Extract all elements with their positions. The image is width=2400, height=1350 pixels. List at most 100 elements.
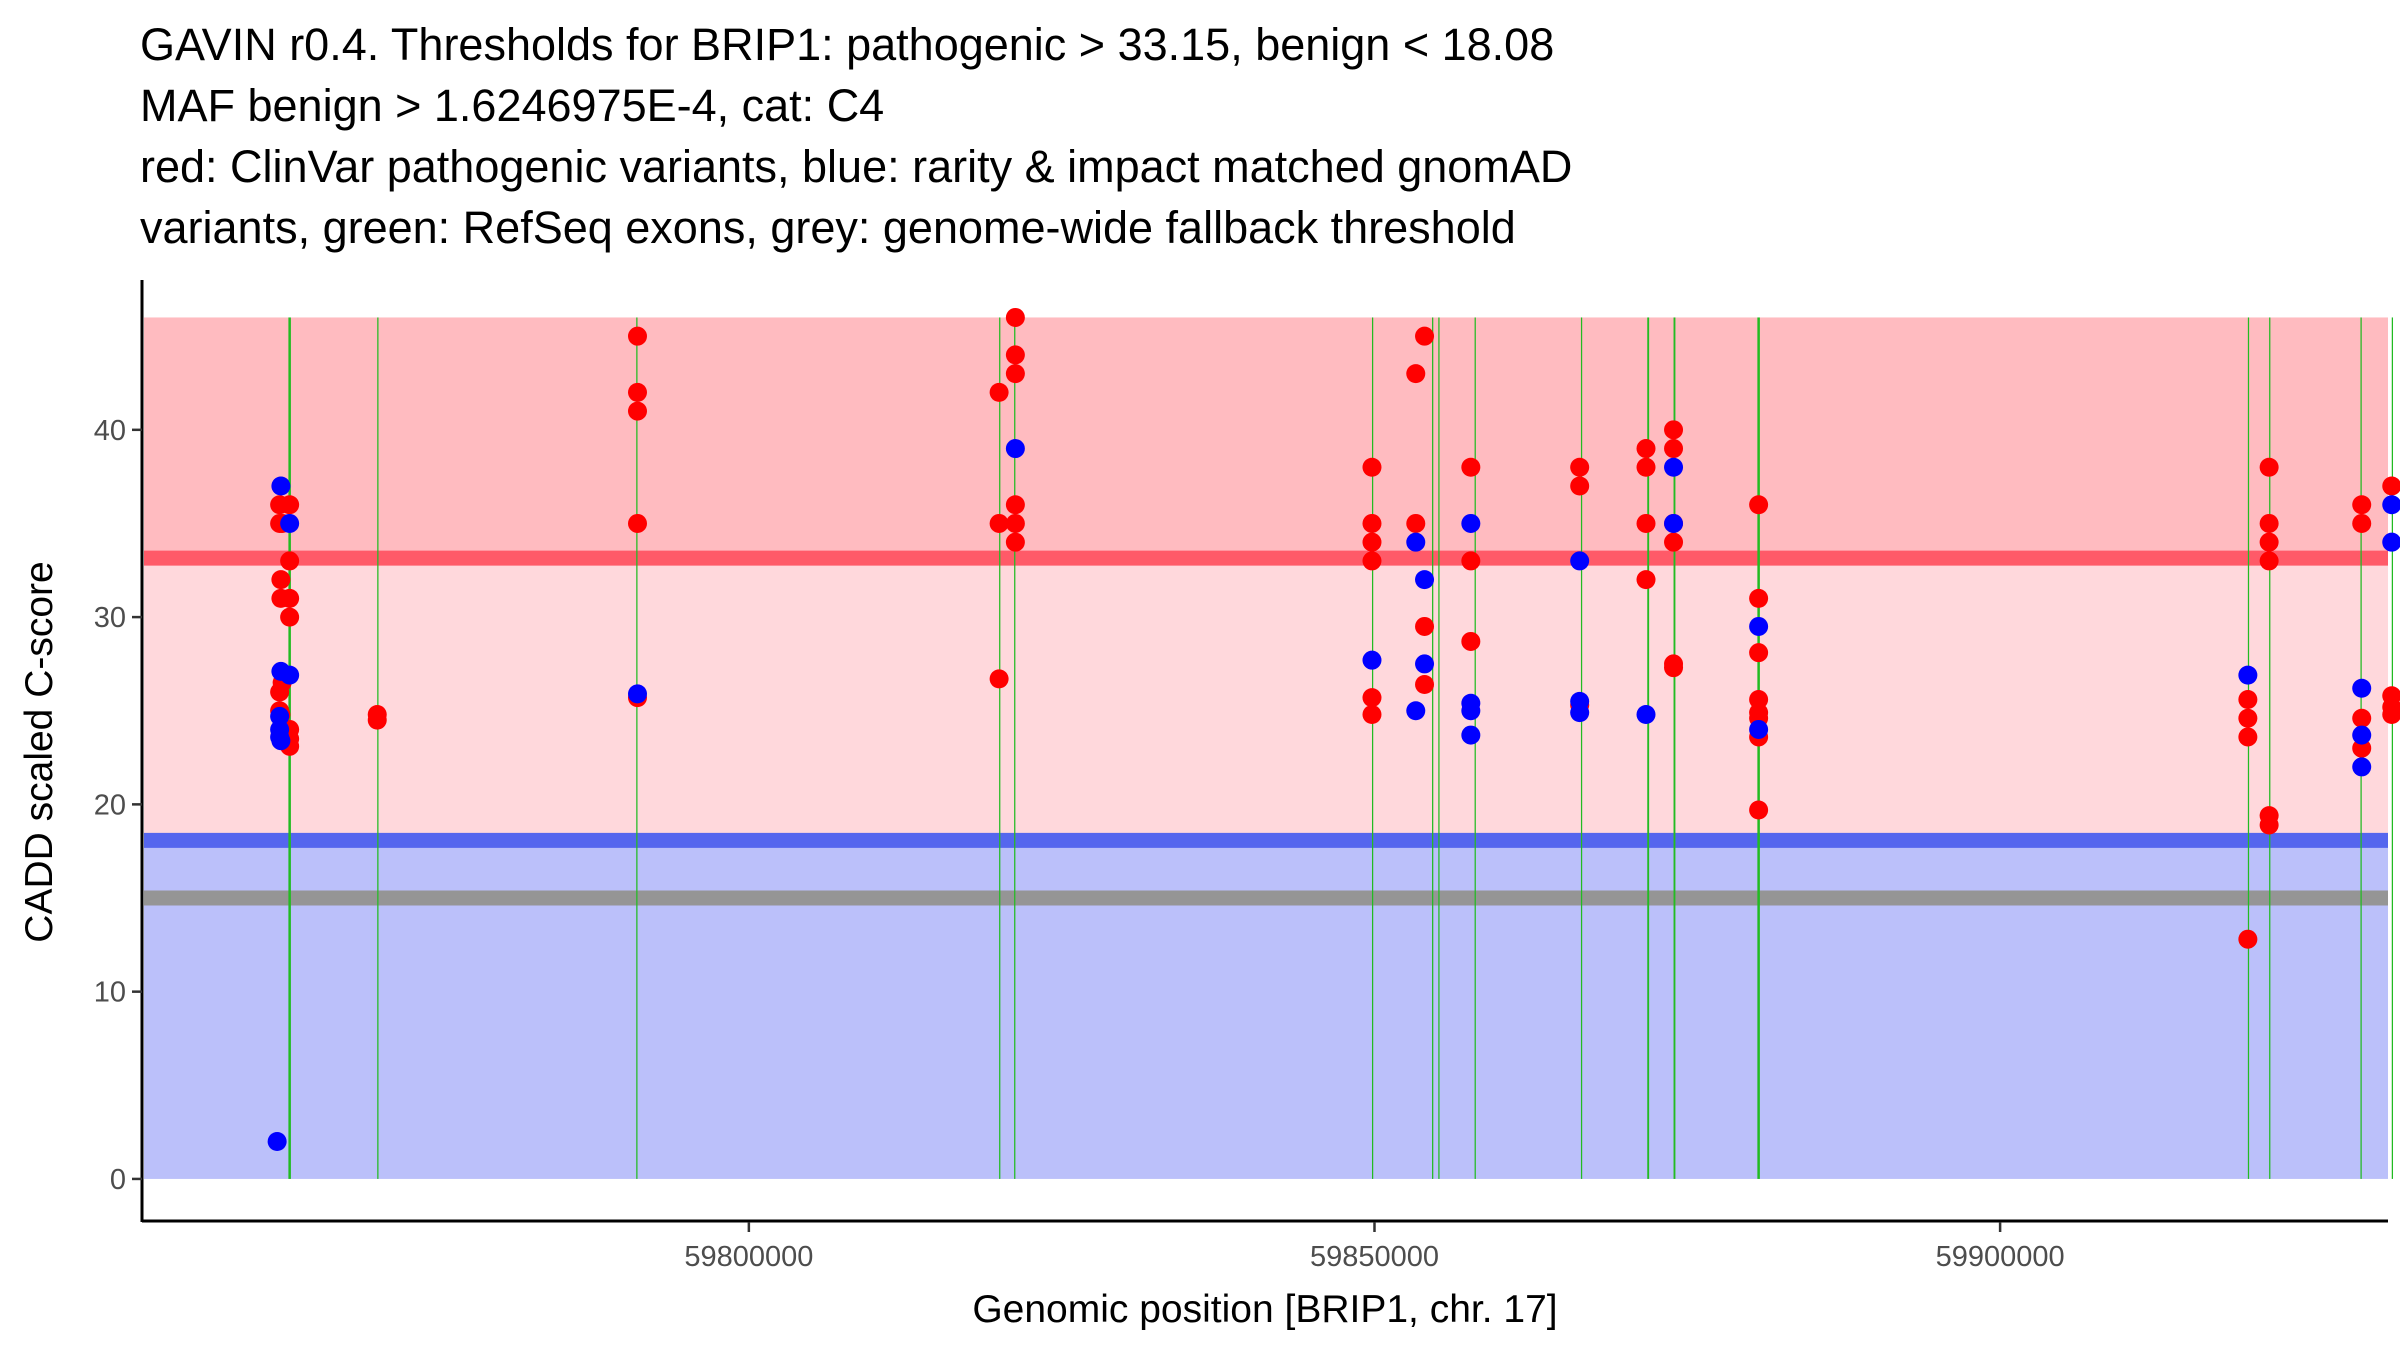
gnomad-point bbox=[627, 684, 647, 704]
gnomad-point bbox=[1749, 719, 1769, 739]
gnomad-point bbox=[1406, 701, 1426, 721]
gnomad-point bbox=[1461, 513, 1481, 533]
clinvar-point bbox=[1005, 345, 1025, 365]
clinvar-point bbox=[1570, 476, 1590, 496]
x-tick-label: 59800000 bbox=[684, 1241, 813, 1273]
clinvar-point bbox=[367, 710, 387, 730]
clinvar-point bbox=[2259, 815, 2279, 835]
gnomad-point bbox=[1664, 457, 1684, 477]
gnomad-point bbox=[280, 665, 300, 685]
clinvar-point bbox=[2352, 738, 2372, 758]
y-tick-label: 0 bbox=[110, 1164, 126, 1196]
clinvar-point bbox=[627, 326, 647, 346]
gnomad-point bbox=[267, 1131, 287, 1151]
chart-title: GAVIN r0.4. Thresholds for BRIP1: pathog… bbox=[140, 14, 1572, 258]
region-intermediate bbox=[144, 558, 2388, 841]
clinvar-point bbox=[2238, 689, 2258, 709]
y-tick-label: 40 bbox=[94, 415, 126, 447]
clinvar-point bbox=[1664, 658, 1684, 678]
clinvar-point bbox=[1749, 800, 1769, 820]
title-line-2: MAF benign > 1.6246975E-4, cat: C4 bbox=[140, 80, 885, 131]
clinvar-point bbox=[2238, 708, 2258, 728]
clinvar-point bbox=[1664, 420, 1684, 440]
gnomad-point bbox=[1461, 701, 1481, 721]
clinvar-point bbox=[1749, 588, 1769, 608]
axis-ticks: 0 10 20 30 40 59800000 59850000 59900000 bbox=[94, 415, 2065, 1273]
clinvar-point bbox=[1636, 457, 1656, 477]
clinvar-point bbox=[627, 401, 647, 421]
gnomad-point bbox=[1415, 570, 1435, 590]
clinvar-point bbox=[1362, 688, 1382, 708]
clinvar-point bbox=[1005, 532, 1025, 552]
exon-line bbox=[2269, 317, 2271, 1179]
gnomad-point bbox=[1636, 704, 1656, 724]
clinvar-point bbox=[1362, 551, 1382, 571]
threshold-regions bbox=[144, 317, 2388, 1179]
exon-line bbox=[1757, 317, 1760, 1179]
gnomad-point bbox=[271, 476, 291, 496]
clinvar-point bbox=[2382, 476, 2400, 496]
clinvar-point bbox=[280, 607, 300, 627]
title-line-1: GAVIN r0.4. Thresholds for BRIP1: pathog… bbox=[140, 19, 1555, 70]
clinvar-point bbox=[627, 513, 647, 533]
clinvar-point bbox=[1362, 513, 1382, 533]
clinvar-point bbox=[1461, 551, 1481, 571]
clinvar-point bbox=[1415, 616, 1435, 636]
exon-line bbox=[1432, 317, 1434, 1179]
clinvar-point bbox=[1664, 532, 1684, 552]
exon-line bbox=[999, 317, 1001, 1179]
clinvar-point bbox=[280, 588, 300, 608]
x-tick-label: 59900000 bbox=[1936, 1241, 2065, 1273]
clinvar-point bbox=[2352, 513, 2372, 533]
clinvar-point bbox=[2238, 727, 2258, 747]
exon-line bbox=[1474, 317, 1476, 1179]
clinvar-point bbox=[2259, 513, 2279, 533]
clinvar-point bbox=[280, 551, 300, 571]
clinvar-point bbox=[1362, 704, 1382, 724]
clinvar-point bbox=[1636, 513, 1656, 533]
clinvar-point bbox=[2352, 708, 2372, 728]
y-tick-label: 30 bbox=[94, 602, 126, 634]
clinvar-point bbox=[1005, 495, 1025, 515]
y-axis-title: CADD scaled C-score bbox=[18, 561, 61, 942]
gnomad-point bbox=[1461, 725, 1481, 745]
exon-line bbox=[377, 317, 379, 1179]
y-tick-label: 20 bbox=[94, 789, 126, 821]
threshold-lines bbox=[144, 550, 2388, 906]
clinvar-point bbox=[989, 382, 1009, 402]
gnomad-point bbox=[1749, 616, 1769, 636]
clinvar-point bbox=[989, 669, 1009, 689]
gnomad-point bbox=[1415, 654, 1435, 674]
gnomad-point bbox=[1005, 439, 1025, 459]
gnomad-point bbox=[1406, 532, 1426, 552]
gnomad-point bbox=[280, 513, 300, 533]
gnomad-point bbox=[270, 706, 290, 726]
clinvar-point bbox=[2259, 532, 2279, 552]
clinvar-point bbox=[280, 495, 300, 515]
clinvar-point bbox=[1749, 495, 1769, 515]
clinvar-point bbox=[1362, 457, 1382, 477]
exon-line bbox=[1438, 317, 1440, 1179]
gnomad-point bbox=[2382, 495, 2400, 515]
exon-line bbox=[1371, 317, 1374, 1179]
title-line-3: red: ClinVar pathogenic variants, blue: … bbox=[140, 141, 1573, 192]
clinvar-point bbox=[1749, 643, 1769, 663]
clinvar-point bbox=[1570, 457, 1590, 477]
exon-line bbox=[1014, 317, 1016, 1179]
clinvar-point bbox=[1415, 326, 1435, 346]
clinvar-point bbox=[627, 382, 647, 402]
exon-line bbox=[1647, 317, 1650, 1179]
x-tick-label: 59850000 bbox=[1310, 1241, 1439, 1273]
clinvar-point bbox=[1461, 457, 1481, 477]
clinvar-point bbox=[1005, 513, 1025, 533]
clinvar-point bbox=[1005, 364, 1025, 384]
clinvar-point bbox=[1636, 439, 1656, 459]
clinvar-point bbox=[271, 570, 291, 590]
exon-line bbox=[1580, 317, 1583, 1179]
x-axis-title: Genomic position [BRIP1, chr. 17] bbox=[972, 1288, 1557, 1331]
gnomad-point bbox=[2352, 678, 2372, 698]
gnomad-point bbox=[2382, 532, 2400, 552]
clinvar-point bbox=[2382, 704, 2400, 724]
exon-line bbox=[1673, 317, 1676, 1179]
gnomad-point bbox=[1570, 703, 1590, 723]
